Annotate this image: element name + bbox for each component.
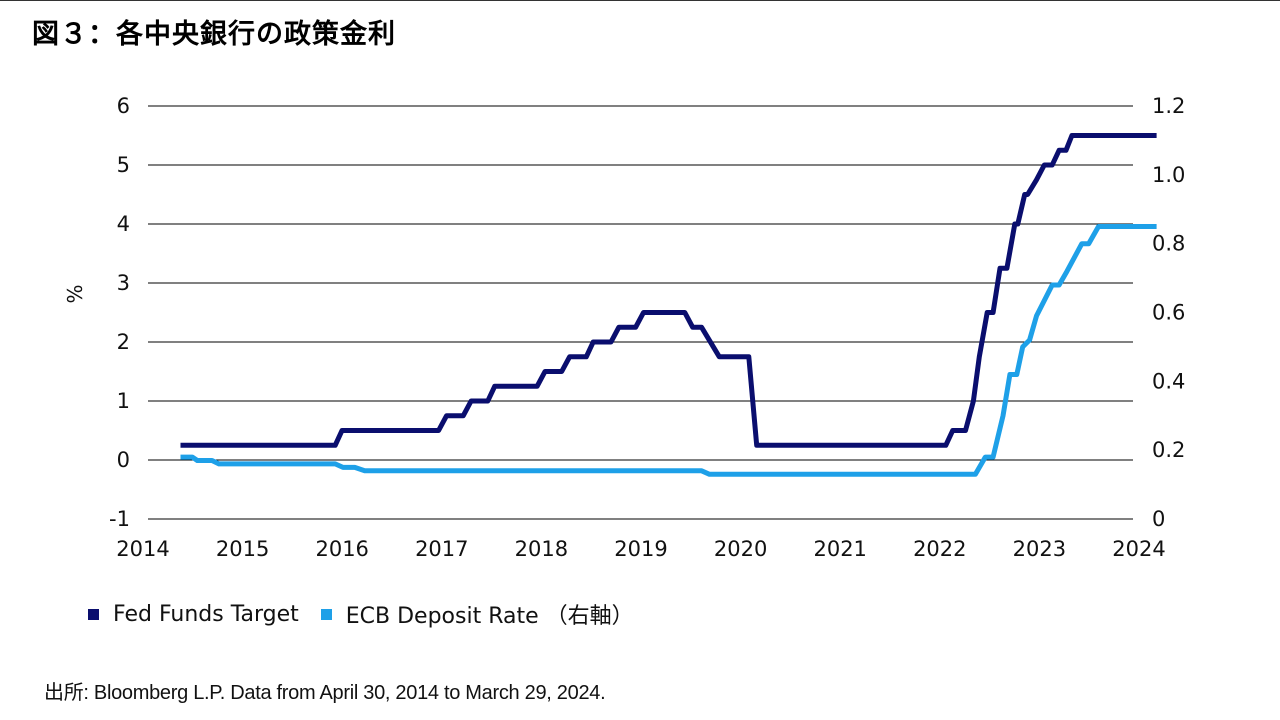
x-tick-label: 2022 [913, 537, 966, 561]
x-tick-label: 2024 [1112, 537, 1165, 561]
series-lines [180, 133, 1157, 477]
legend-swatch-ecb [320, 608, 332, 620]
x-tick-label: 2020 [714, 537, 767, 561]
left-axis-ticks: -1 0 1 2 3 4 5 6 [109, 94, 130, 531]
y-tick-label: 4 [117, 212, 130, 236]
top-border-line [0, 0, 1280, 1]
y2-tick-label: 0 [1152, 507, 1165, 531]
y2-tick-label: 0.4 [1152, 369, 1185, 393]
x-tick-label: 2021 [813, 537, 866, 561]
y2-tick-label: 0.6 [1152, 301, 1185, 325]
y2-tick-label: 1.0 [1152, 163, 1185, 187]
legend-item-ecb: ECB Deposit Rate （右軸） [320, 598, 634, 630]
y-tick-label: 2 [117, 330, 130, 354]
y-tick-label: 0 [117, 448, 130, 472]
legend-item-fed: Fed Funds Target [88, 602, 299, 627]
y2-tick-label: 1.2 [1152, 94, 1185, 118]
x-tick-label: 2016 [315, 537, 368, 561]
x-tick-label: 2015 [216, 537, 269, 561]
y-axis-label: % [63, 284, 87, 303]
page-title: 図３：各中央銀行の政策金利 [32, 19, 396, 50]
x-tick-label: 2023 [1013, 537, 1066, 561]
x-tick-label: 2018 [515, 537, 568, 561]
legend-swatch-fed [88, 608, 99, 620]
x-tick-label: 2014 [116, 537, 169, 561]
source-note: 出所: Bloomberg L.P. Data from April 30, 2… [44, 682, 606, 704]
x-axis-ticks: 2014 2015 2016 2017 2018 2019 2020 2021 2022 2023… [116, 537, 1165, 561]
y2-tick-label: 0.8 [1152, 232, 1185, 256]
x-tick-label: 2019 [614, 537, 667, 561]
y-tick-label: -1 [109, 507, 130, 531]
legend: Fed Funds Target ECB Deposit Rate （右軸） [88, 598, 656, 630]
legend-label-fed: Fed Funds Target [113, 601, 299, 627]
legend-label-ecb: ECB Deposit Rate （右軸） [345, 604, 634, 629]
gridlines [148, 105, 1133, 520]
right-axis-ticks: 0 0.2 0.4 0.6 0.8 1.0 1.2 [1152, 94, 1185, 531]
y-tick-label: 6 [117, 94, 130, 118]
series-line-ecb [180, 224, 1157, 477]
y2-tick-label: 0.2 [1152, 438, 1185, 462]
y-tick-label: 1 [117, 389, 130, 413]
y-tick-label: 5 [117, 153, 130, 177]
x-tick-label: 2017 [415, 537, 468, 561]
series-line-fed [180, 133, 1157, 448]
y-tick-label: 3 [117, 271, 130, 295]
